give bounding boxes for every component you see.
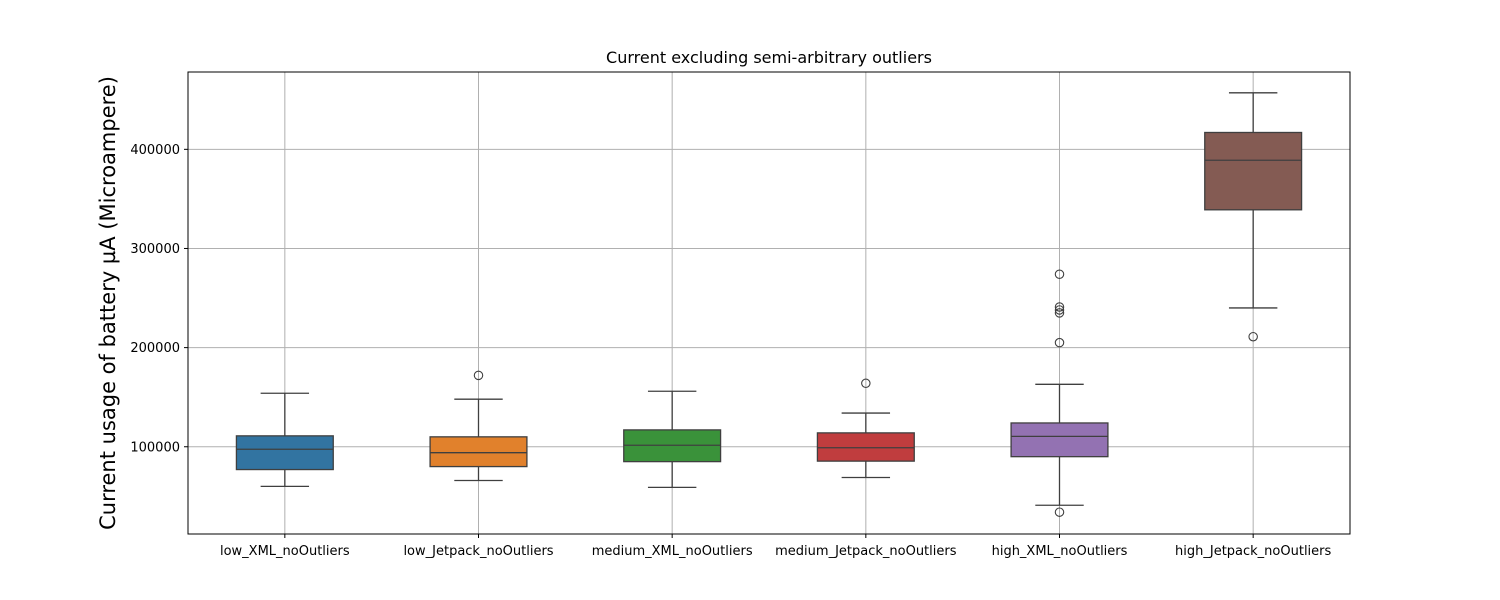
x-tick-label: high_Jetpack_noOutliers	[1175, 544, 1331, 559]
box-iqr	[1010, 422, 1109, 458]
outlier-point	[1054, 302, 1065, 312]
x-tick-label: low_Jetpack_noOutliers	[403, 544, 553, 559]
outlier-point	[1054, 305, 1065, 315]
x-tick-label: low_XML_noOutliers	[220, 544, 350, 559]
x-tick-label: high_XML_noOutliers	[992, 544, 1128, 559]
box-iqr	[235, 435, 334, 471]
y-tick-label: 200000	[130, 341, 180, 356]
outlier-point	[1248, 331, 1258, 342]
outlier-point	[473, 370, 484, 381]
box-iqr	[429, 436, 528, 468]
x-tick-label: medium_XML_noOutliers	[592, 544, 753, 559]
y-tick-label: 100000	[130, 440, 180, 455]
plot-frame	[187, 71, 1351, 535]
outlier-point	[1054, 507, 1065, 517]
chart-title: Current excluding semi-arbitrary outlier…	[606, 48, 932, 67]
boxes-layer	[235, 92, 1303, 517]
box-low_Jetpack_noOutliers	[429, 370, 528, 482]
box-low_XML_noOutliers	[235, 392, 334, 488]
box-iqr	[1204, 131, 1303, 211]
y-tick-label: 400000	[130, 143, 180, 158]
x-tick-label: medium_Jetpack_noOutliers	[775, 544, 957, 559]
outlier-point	[1054, 308, 1065, 318]
y-tick-label: 300000	[130, 242, 180, 257]
box-medium_XML_noOutliers	[623, 390, 722, 489]
y-axis-label: Current usage of battery µA (Microampere…	[96, 76, 120, 530]
outlier-point	[861, 378, 871, 389]
outlier-point	[1054, 337, 1065, 348]
box-iqr	[816, 432, 915, 462]
box-medium_Jetpack_noOutliers	[816, 378, 915, 479]
outlier-point	[1054, 269, 1065, 279]
box-high_XML_noOutliers	[1010, 269, 1109, 517]
box-high_Jetpack_noOutliers	[1204, 92, 1303, 342]
ticks-layer: 100000 200000 300000 400000 low_XML_noOutlie…	[130, 143, 1331, 559]
